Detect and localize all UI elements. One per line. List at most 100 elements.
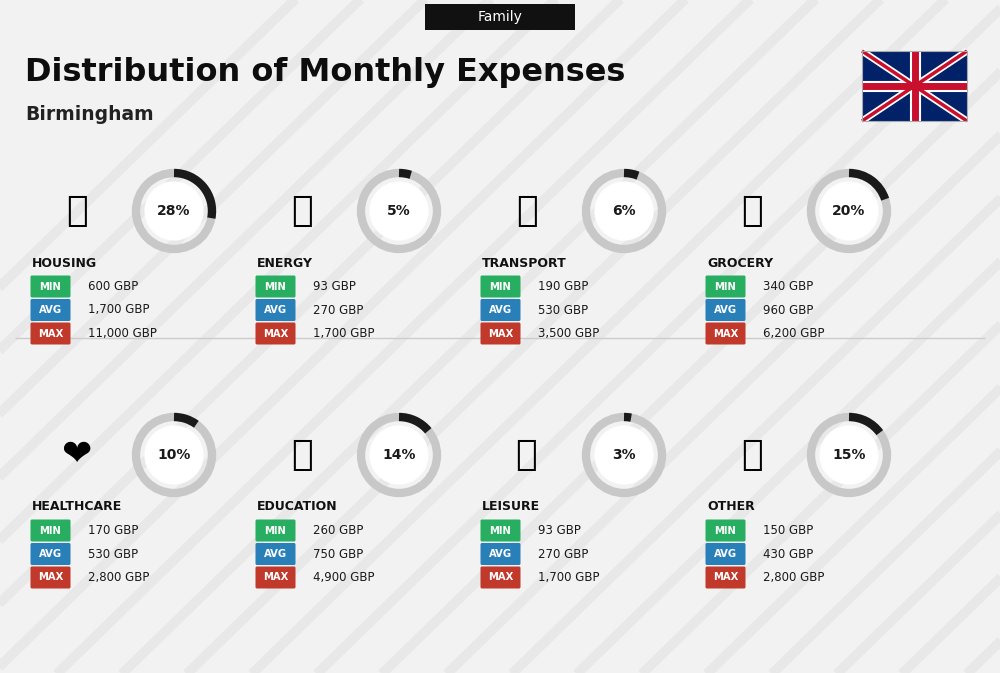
Text: 430 GBP: 430 GBP [763, 548, 813, 561]
Text: 1,700 GBP: 1,700 GBP [538, 571, 600, 584]
Point [908, 47, 920, 55]
Circle shape [820, 182, 878, 240]
Line: 2 pts: 2 pts [862, 51, 967, 121]
Text: MAX: MAX [263, 573, 288, 583]
FancyBboxPatch shape [481, 520, 521, 542]
Point [961, 117, 973, 125]
FancyBboxPatch shape [255, 299, 295, 321]
Text: 270 GBP: 270 GBP [313, 304, 363, 316]
Text: ENERGY: ENERGY [257, 256, 313, 269]
Text: AVG: AVG [714, 305, 737, 315]
Text: AVG: AVG [264, 305, 287, 315]
FancyBboxPatch shape [255, 275, 295, 297]
Circle shape [370, 182, 428, 240]
FancyBboxPatch shape [706, 520, 746, 542]
Point [908, 117, 920, 125]
Text: 3%: 3% [612, 448, 636, 462]
Point [961, 82, 973, 90]
Point [908, 117, 920, 125]
Text: 6,200 GBP: 6,200 GBP [763, 327, 824, 340]
Text: MAX: MAX [263, 328, 288, 339]
Text: 4,900 GBP: 4,900 GBP [313, 571, 374, 584]
FancyBboxPatch shape [31, 543, 70, 565]
Text: 🚌: 🚌 [516, 194, 538, 228]
Text: 5%: 5% [387, 204, 411, 218]
Text: 150 GBP: 150 GBP [763, 524, 813, 537]
Point [856, 117, 868, 125]
Text: AVG: AVG [39, 305, 62, 315]
FancyBboxPatch shape [706, 567, 746, 588]
Line: 2 pts: 2 pts [862, 51, 967, 121]
Line: 2 pts: 2 pts [862, 51, 967, 121]
Point [961, 117, 973, 125]
Text: HEALTHCARE: HEALTHCARE [32, 501, 122, 513]
Text: MAX: MAX [38, 573, 63, 583]
Text: HOUSING: HOUSING [32, 256, 97, 269]
FancyBboxPatch shape [481, 275, 521, 297]
Text: 28%: 28% [157, 204, 191, 218]
Point [856, 47, 868, 55]
Text: 💰: 💰 [741, 438, 763, 472]
Text: 750 GBP: 750 GBP [313, 548, 363, 561]
Text: AVG: AVG [489, 549, 512, 559]
Text: MIN: MIN [40, 526, 61, 536]
Text: MAX: MAX [488, 328, 513, 339]
Text: 190 GBP: 190 GBP [538, 280, 588, 293]
FancyBboxPatch shape [706, 543, 746, 565]
Text: ❤️: ❤️ [62, 438, 92, 472]
Text: 15%: 15% [832, 448, 866, 462]
Text: 270 GBP: 270 GBP [538, 548, 588, 561]
Text: 340 GBP: 340 GBP [763, 280, 813, 293]
FancyBboxPatch shape [706, 275, 746, 297]
Text: MAX: MAX [488, 573, 513, 583]
Point [908, 47, 920, 55]
Text: 2,800 GBP: 2,800 GBP [88, 571, 149, 584]
FancyBboxPatch shape [31, 275, 70, 297]
Text: 10%: 10% [157, 448, 191, 462]
Text: Birmingham: Birmingham [25, 106, 154, 125]
Text: Distribution of Monthly Expenses: Distribution of Monthly Expenses [25, 57, 625, 89]
Circle shape [820, 426, 878, 484]
FancyBboxPatch shape [862, 51, 967, 121]
Text: MIN: MIN [490, 526, 511, 536]
Text: EDUCATION: EDUCATION [257, 501, 338, 513]
Point [961, 82, 973, 90]
FancyBboxPatch shape [481, 299, 521, 321]
Text: 170 GBP: 170 GBP [88, 524, 138, 537]
Text: 11,000 GBP: 11,000 GBP [88, 327, 157, 340]
FancyBboxPatch shape [31, 299, 70, 321]
Text: MIN: MIN [715, 281, 736, 291]
Circle shape [145, 426, 203, 484]
Text: 260 GBP: 260 GBP [313, 524, 363, 537]
FancyBboxPatch shape [255, 567, 295, 588]
Text: GROCERY: GROCERY [707, 256, 773, 269]
Text: 🔌: 🔌 [291, 194, 313, 228]
Line: 2 pts: 2 pts [862, 51, 967, 121]
FancyBboxPatch shape [31, 322, 70, 345]
Text: MIN: MIN [490, 281, 511, 291]
Text: 14%: 14% [382, 448, 416, 462]
Text: 1,700 GBP: 1,700 GBP [88, 304, 150, 316]
Point [856, 47, 868, 55]
FancyBboxPatch shape [425, 4, 575, 30]
FancyBboxPatch shape [706, 322, 746, 345]
Text: MAX: MAX [713, 573, 738, 583]
Circle shape [595, 426, 653, 484]
Text: 2,800 GBP: 2,800 GBP [763, 571, 824, 584]
Text: MIN: MIN [265, 281, 286, 291]
Text: 93 GBP: 93 GBP [538, 524, 581, 537]
Circle shape [145, 182, 203, 240]
Text: MIN: MIN [40, 281, 61, 291]
Point [856, 117, 868, 125]
Text: OTHER: OTHER [707, 501, 755, 513]
Text: 530 GBP: 530 GBP [88, 548, 138, 561]
Text: 960 GBP: 960 GBP [763, 304, 813, 316]
Text: 🎓: 🎓 [291, 438, 313, 472]
FancyBboxPatch shape [481, 567, 521, 588]
Point [961, 47, 973, 55]
FancyBboxPatch shape [31, 520, 70, 542]
Text: MIN: MIN [715, 526, 736, 536]
Text: MAX: MAX [38, 328, 63, 339]
Text: 93 GBP: 93 GBP [313, 280, 356, 293]
Text: MAX: MAX [713, 328, 738, 339]
